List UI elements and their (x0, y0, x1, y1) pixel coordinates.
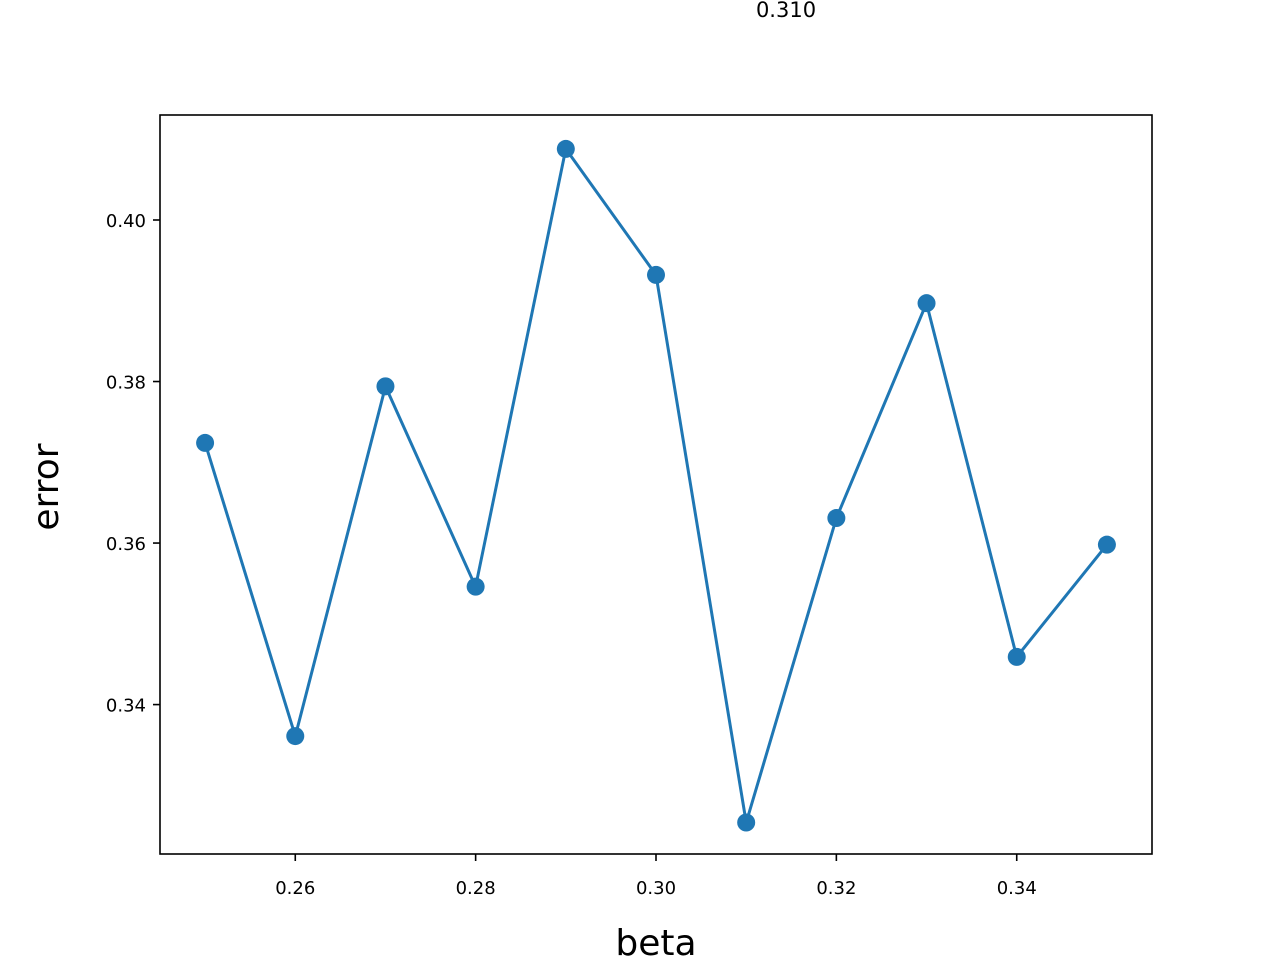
data-point (1097, 535, 1116, 554)
y-tick-label: 0.38 (106, 373, 146, 394)
data-point (556, 139, 575, 158)
plot-area-frame (159, 114, 1153, 855)
x-tick-label: 0.34 (997, 878, 1037, 899)
x-tick-label: 0.26 (275, 878, 315, 899)
y-tick-label: 0.34 (106, 696, 146, 717)
data-point (1007, 647, 1026, 666)
data-point (466, 577, 485, 596)
x-tick-label: 0.30 (636, 878, 676, 899)
top-annotation: 0.310 (756, 0, 816, 22)
y-axis-ticks: 0.34 0.36 0.38 0.40 (106, 211, 160, 717)
x-tick-label: 0.28 (456, 878, 496, 899)
y-tick-label: 0.36 (106, 534, 146, 555)
data-point (647, 265, 665, 284)
x-axis-ticks: 0.26 0.28 0.30 0.32 0.34 (275, 854, 1037, 899)
data-point (376, 377, 395, 396)
y-tick-label: 0.40 (106, 211, 146, 232)
x-axis-label: beta (615, 923, 696, 960)
x-tick-label: 0.32 (816, 878, 856, 899)
data-point (917, 294, 936, 313)
data-point (737, 813, 756, 832)
series-points (196, 139, 1116, 832)
y-axis-label: error (26, 443, 67, 530)
data-point (827, 509, 846, 528)
data-point (196, 433, 215, 452)
data-point (286, 727, 305, 746)
